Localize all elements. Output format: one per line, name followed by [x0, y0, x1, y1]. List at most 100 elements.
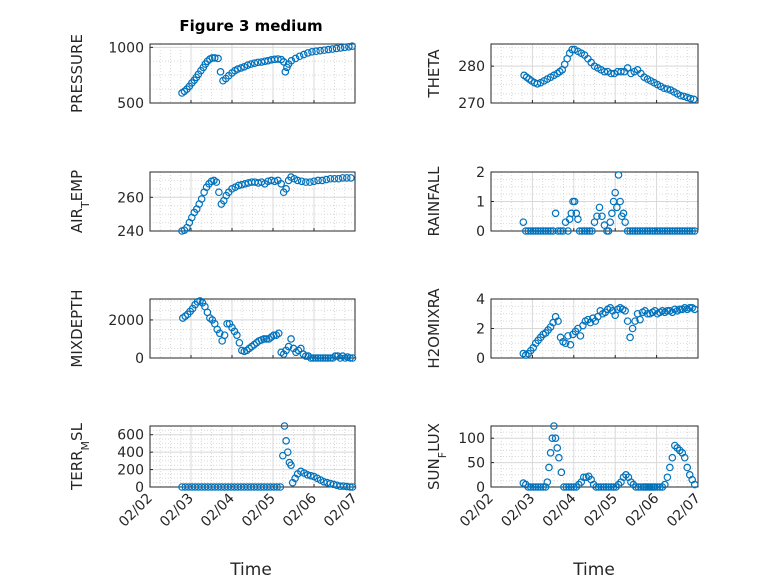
- data-point: [551, 434, 560, 443]
- y-tick-label: 0: [476, 351, 485, 367]
- y-tick-label: 0: [476, 480, 485, 496]
- data-point: [690, 480, 699, 489]
- data-point: [683, 93, 692, 102]
- data-point: [536, 227, 545, 235]
- data-point: [641, 227, 649, 235]
- data-point: [555, 453, 563, 462]
- data-point: [197, 195, 206, 203]
- data-point: [572, 483, 581, 491]
- data-point: [529, 227, 538, 235]
- data-point: [220, 331, 229, 339]
- data-point: [247, 60, 255, 68]
- y-tick-label: 100: [458, 431, 485, 447]
- data-point: [215, 188, 223, 197]
- y-tick-label: 0: [135, 480, 144, 496]
- data-point: [632, 483, 640, 491]
- data-point: [324, 45, 333, 54]
- data-point: [282, 185, 290, 193]
- data-point: [544, 227, 552, 235]
- data-point: [524, 227, 533, 235]
- data-point: [342, 482, 351, 491]
- y-axis-label: SUNFLUX: [425, 423, 449, 490]
- data-point: [612, 483, 620, 491]
- data-point: [631, 317, 639, 325]
- y-tick-label: 4: [476, 292, 485, 308]
- y-tick-label: 0: [135, 351, 144, 367]
- data-point: [330, 174, 339, 183]
- data-point: [340, 43, 349, 52]
- data-point: [225, 319, 234, 328]
- data-point: [180, 226, 189, 234]
- data-point: [673, 227, 682, 235]
- data-point: [230, 327, 239, 336]
- data-point: [690, 305, 699, 314]
- data-point: [331, 352, 340, 360]
- data-point: [534, 483, 542, 491]
- data-point: [519, 218, 528, 226]
- data-point: [531, 227, 540, 235]
- data-point: [301, 352, 310, 360]
- data-point: [223, 319, 231, 328]
- data-point: [214, 54, 222, 63]
- data-point: [539, 227, 547, 235]
- data-point: [673, 444, 682, 452]
- axes-box: [490, 425, 699, 488]
- figure-title: Figure 3 medium: [179, 17, 322, 35]
- data-point: [277, 55, 286, 64]
- data-point: [638, 227, 647, 235]
- data-point: [541, 483, 550, 491]
- subplot-mixdepth: 0 2000 MIXDEPTH: [68, 289, 357, 368]
- data-point: [619, 473, 628, 482]
- data-point: [562, 483, 571, 491]
- data-point: [565, 483, 573, 491]
- data-point: [534, 227, 542, 235]
- data-point: [604, 483, 613, 491]
- data-point: [643, 227, 652, 235]
- data-point: [688, 227, 697, 235]
- data-point: [619, 209, 628, 218]
- data-point: [334, 174, 343, 183]
- data-point: [310, 177, 318, 186]
- axes-box: [490, 43, 699, 104]
- y-tick-label: 2000: [108, 313, 144, 329]
- data-point: [604, 227, 613, 235]
- data-point: [338, 174, 347, 182]
- data-point: [274, 329, 283, 338]
- data-point: [526, 483, 535, 491]
- data-point: [233, 65, 242, 73]
- data-point: [346, 483, 354, 491]
- x-axis-label-right: Time: [572, 560, 615, 580]
- data-point: [336, 44, 345, 52]
- data-point: [188, 304, 197, 313]
- data-point: [683, 227, 692, 235]
- data-point: [273, 483, 281, 491]
- axes-box: [149, 43, 356, 104]
- data-point: [600, 67, 609, 76]
- data-point: [653, 227, 662, 235]
- data-point: [626, 333, 634, 342]
- subplot-pressure: 500 1000 PRESSURE: [68, 34, 356, 113]
- data-point: [566, 340, 575, 349]
- data-point: [658, 483, 667, 491]
- data-point: [675, 305, 684, 314]
- y-tick-label: 240: [117, 224, 144, 240]
- y-tick-label: 400: [117, 445, 144, 461]
- data-point: [291, 54, 300, 63]
- data-point: [666, 227, 674, 235]
- data-point: [567, 483, 576, 491]
- data-point: [287, 335, 295, 343]
- y-axis-label: H2OMIXRA: [425, 288, 443, 369]
- data-point: [215, 329, 224, 338]
- data-point: [627, 478, 635, 486]
- data-point: [663, 227, 672, 235]
- data-point: [661, 480, 669, 489]
- y-axis-label: RAINFALL: [425, 166, 443, 237]
- data-point: [293, 176, 302, 185]
- data-point: [328, 45, 337, 53]
- data-point: [228, 323, 236, 332]
- data-point: [279, 350, 288, 358]
- data-point: [653, 483, 662, 491]
- data-point: [314, 354, 322, 362]
- data-point: [348, 42, 356, 51]
- data-point: [557, 468, 566, 477]
